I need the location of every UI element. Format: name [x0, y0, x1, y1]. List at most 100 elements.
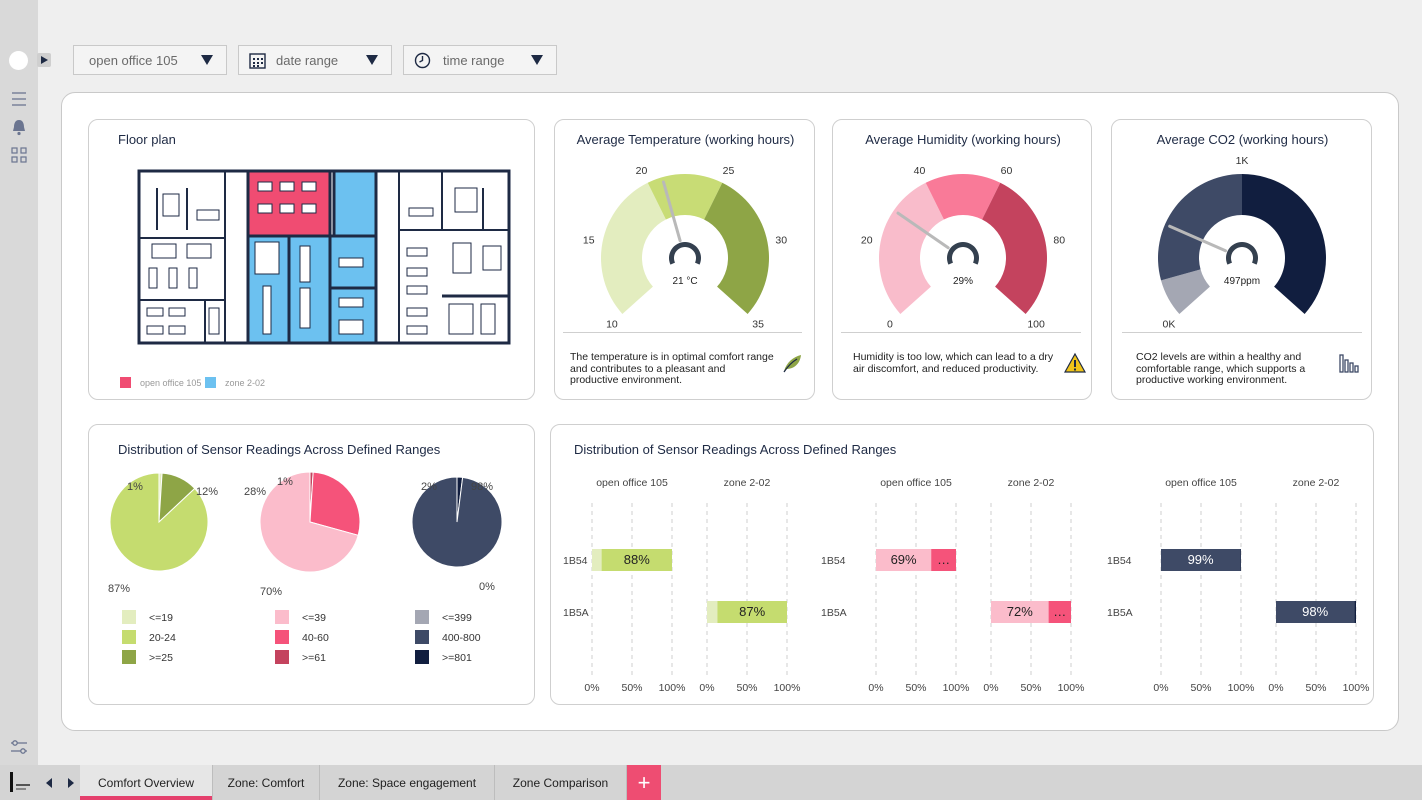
gauge-needle: [1168, 224, 1228, 253]
bar-axis-tick: 100%: [659, 682, 686, 694]
tab-zone-comfort[interactable]: Zone: Comfort: [213, 765, 320, 800]
bar-sensor-label: 1B5A: [821, 607, 847, 619]
bar-segment: [991, 601, 1049, 623]
gauge-tick-label: 25: [723, 165, 735, 177]
bar-segment: [1276, 601, 1355, 623]
pie-legend-label: <=399: [442, 612, 472, 624]
legend-label: open office 105: [140, 377, 202, 388]
pie-legend-label: <=39: [302, 612, 326, 624]
temperature-gauge-card: Average Temperature (working hours) 10 15…: [554, 119, 815, 400]
gauge-tick-label: 40: [914, 165, 926, 177]
bar-data-label: …: [1053, 604, 1066, 619]
pie-legend-swatch: [415, 650, 429, 664]
grid-icon[interactable]: [10, 146, 28, 164]
pie-legend-label: 40-60: [302, 632, 329, 644]
floorplan-map[interactable]: [117, 168, 512, 348]
legend-label: zone 2-02: [225, 377, 266, 388]
left-rail: [0, 0, 51, 765]
pie-data-label: 2%: [421, 481, 437, 493]
gauge-hub: [1226, 242, 1258, 265]
tab-scroll-left-button[interactable]: [44, 776, 54, 795]
pie-legend-label: 400-800: [442, 632, 481, 644]
gauge-value-label: 497ppm: [1224, 276, 1260, 287]
bar-segment: [876, 549, 932, 571]
space-filter-label: open office 105: [89, 52, 178, 68]
gauge-needle: [661, 180, 682, 243]
gauge-tick-label: 15: [583, 234, 595, 246]
co2-gauge-card: Average CO2 (working hours) 0K 1K 497ppm C…: [1111, 119, 1372, 400]
pie-card-title: Distribution of Sensor Readings Across D…: [118, 442, 441, 457]
gauge-tick-label: 20: [636, 165, 648, 177]
user-avatar[interactable]: [9, 51, 28, 70]
pie-legend-swatch: [415, 630, 429, 644]
bar-segment: [931, 549, 956, 571]
bar-chart-icon: [1338, 352, 1360, 379]
pie-data-label: 87%: [108, 583, 130, 595]
gauge-tick-label: 0: [887, 318, 893, 330]
tab-bar: Comfort Overview Zone: Comfort Zone: Spa…: [0, 765, 1422, 800]
bar-sensor-label: 1B5A: [563, 607, 589, 619]
date-filter[interactable]: date range: [238, 45, 392, 75]
pie-data-label: 12%: [196, 486, 218, 498]
bar-axis-tick: 100%: [943, 682, 970, 694]
gauge-tick-label: 35: [752, 318, 764, 330]
co2-note: CO2 levels are within a healthy and comf…: [1136, 351, 1306, 386]
expand-rail-button[interactable]: [37, 53, 51, 67]
tab-scroll-right-button[interactable]: [66, 776, 76, 795]
gauge-value-label: 29%: [953, 276, 973, 287]
floorplan-card: Floor plan: [88, 119, 535, 400]
bar-data-label: 98%: [1302, 604, 1328, 619]
pie-data-label: 98%: [471, 481, 493, 493]
time-filter-label: time range: [443, 52, 505, 68]
bar-sensor-label: 1B54: [1107, 555, 1132, 567]
temperature-title: Average Temperature (working hours): [576, 132, 795, 147]
bell-icon[interactable]: [10, 118, 28, 136]
co2-title: Average CO2 (working hours): [1156, 132, 1329, 147]
bar-axis-tick: 0%: [983, 682, 998, 694]
pie-data-label: 28%: [244, 486, 266, 498]
divider: [1122, 332, 1362, 333]
bar-axis-tick: 50%: [736, 682, 757, 694]
pie-legend-swatch: [122, 630, 136, 644]
pie-distribution-card: Distribution of Sensor Readings Across D…: [88, 424, 535, 705]
bar-segment: [592, 549, 602, 571]
pie-charts: 1% 87% 12% <=19 20-24 >=25 70% 28% 1% <=39 40-60 >=…: [108, 471, 503, 664]
pie-legend-label: 20-24: [149, 632, 176, 644]
time-filter[interactable]: time range: [403, 45, 557, 75]
bar-axis-tick: 100%: [774, 682, 801, 694]
chevron-down-icon: [201, 55, 213, 65]
sliders-icon[interactable]: [10, 738, 28, 756]
humidity-title: Average Humidity (working hours): [865, 132, 1061, 147]
space-filter[interactable]: open office 105: [73, 45, 227, 75]
gauge-segment: [925, 174, 1001, 220]
pie-slice: [259, 471, 359, 573]
tab-comfort-overview[interactable]: Comfort Overview: [80, 765, 213, 800]
bar-data-label: 72%: [1007, 604, 1033, 619]
bar-axis-tick: 100%: [1058, 682, 1085, 694]
pie-data-label: 1%: [127, 481, 143, 493]
legend-open-office: open office 105: [120, 377, 201, 388]
add-tab-button[interactable]: +: [627, 765, 661, 800]
bar-distribution-card: Distribution of Sensor Readings Across D…: [550, 424, 1374, 705]
gauge-segment: [982, 182, 1047, 314]
bar-axis-tick: 0%: [868, 682, 883, 694]
gauge-tick-label: 100: [1027, 318, 1045, 330]
divider: [841, 332, 1081, 333]
gauge-segment: [647, 174, 723, 220]
bar-axis-tick: 100%: [1343, 682, 1370, 694]
bar-segment: [601, 549, 672, 571]
co2-gauge: 0K 1K 497ppm: [1158, 155, 1326, 330]
bar-data-label: …: [937, 552, 950, 567]
bar-axis-tick: 0%: [1268, 682, 1283, 694]
tab-zone-comparison[interactable]: Zone Comparison: [495, 765, 627, 800]
bar-axis-tick: 0%: [584, 682, 599, 694]
pie-legend-swatch: [415, 610, 429, 624]
menu-icon[interactable]: [10, 90, 28, 108]
bar-data-label: 69%: [891, 552, 917, 567]
bar-sensor-label: 1B54: [563, 555, 588, 567]
tab-zone-space-engagement[interactable]: Zone: Space engagement: [320, 765, 495, 800]
pie-legend-swatch: [275, 630, 289, 644]
bar-segment: [1240, 549, 1241, 571]
bar-group-label: zone 2-02: [1293, 477, 1340, 489]
logo: [8, 770, 34, 800]
